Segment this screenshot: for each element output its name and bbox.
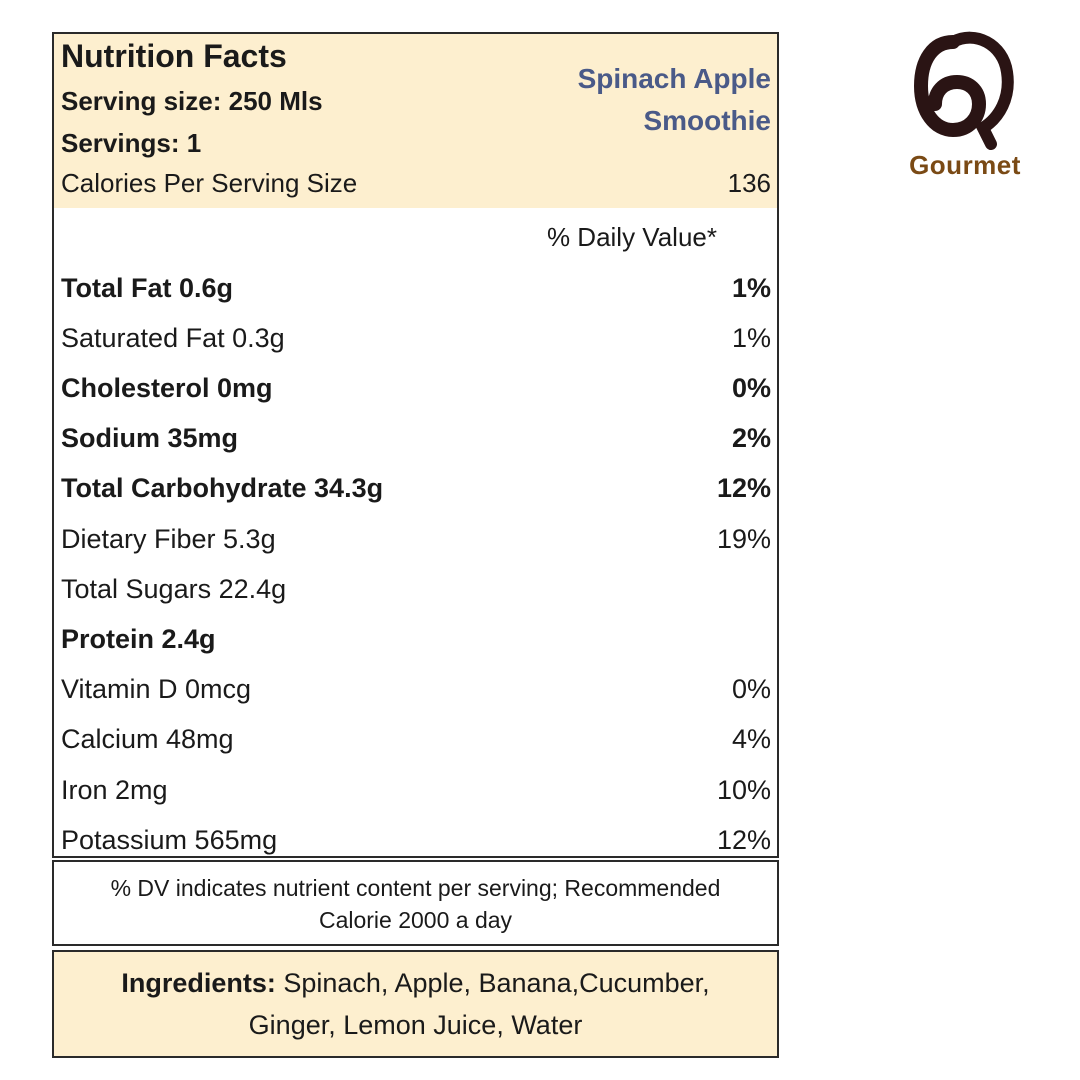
nutrient-name: Iron 2mg (61, 774, 168, 805)
calories-label: Calories Per Serving Size (61, 168, 358, 198)
nutrient-row: Total Carbohydrate 34.3g 12% (61, 469, 771, 509)
daily-value-header: % Daily Value* (546, 222, 717, 252)
nutrient-daily-value: 0% (731, 372, 771, 403)
ingredients-heading: Ingredients: (121, 968, 276, 998)
nutrient-row: Total Fat 0.6g 1% (61, 268, 771, 308)
ingredients-list-part1: Spinach, Apple, Banana,Cucumber, (275, 968, 710, 998)
header-band (54, 34, 777, 208)
nutrient-name: Sodium 35mg (61, 423, 239, 454)
nutrition-label: Nutrition Facts Serving size: 250 Mls Se… (52, 32, 779, 858)
nutrient-row: Iron 2mg 10% (61, 770, 771, 810)
label-title: Nutrition Facts (61, 38, 287, 74)
nutrient-name: Cholesterol 0mg (61, 372, 273, 403)
ingredients-line1: Ingredients: Spinach, Apple, Banana,Cucu… (68, 962, 763, 1004)
nutrient-row: Total Sugars 22.4g (61, 569, 771, 609)
nutrient-row: Cholesterol 0mg 0% (61, 368, 771, 408)
ingredients-list-part2: Ginger, Lemon Juice, Water (248, 1010, 583, 1040)
nutrient-daily-value: 1% (731, 322, 771, 353)
servings: Servings: 1 (61, 128, 202, 158)
nutrient-daily-value: 1% (731, 272, 771, 303)
nutrient-name: Vitamin D 0mcg (61, 674, 252, 705)
nutrient-row: Sodium 35mg 2% (61, 419, 771, 459)
nutrient-daily-value: 2% (731, 423, 771, 454)
nutrient-name: Protein 2.4g (61, 623, 216, 654)
nutrient-name: Total Sugars 22.4g (61, 573, 287, 604)
footnote: % DV indicates nutrient content per serv… (52, 860, 779, 946)
product-name-line2: Smoothie (643, 105, 771, 136)
brand-name: Gourmet (909, 150, 1021, 180)
ingredients-box: Ingredients: Spinach, Apple, Banana,Cucu… (52, 950, 779, 1058)
nutrient-row: Dietary Fiber 5.3g 19% (61, 519, 771, 559)
gourmet-logo-icon (913, 31, 1014, 150)
nutrient-daily-value: 10% (716, 774, 771, 805)
nutrient-daily-value: 0% (731, 674, 771, 705)
nutrient-row: Protein 2.4g (61, 619, 771, 659)
nutrient-name: Saturated Fat 0.3g (61, 322, 285, 353)
product-name-line1: Spinach Apple (577, 63, 771, 94)
nutrient-row: Saturated Fat 0.3g 1% (61, 318, 771, 358)
nutrient-name: Calcium 48mg (61, 724, 234, 755)
footnote-line2: Calorie 2000 a day (318, 907, 513, 933)
nutrient-row: Potassium 565mg 12% (61, 820, 771, 860)
nutrient-name: Potassium 565mg (61, 824, 278, 855)
nutrient-row: Calcium 48mg 4% (61, 720, 771, 760)
serving-size: Serving size: 250 Mls (61, 86, 323, 116)
footnote-line1: % DV indicates nutrient content per serv… (110, 875, 721, 901)
nutrient-name: Total Carbohydrate 34.3g (61, 473, 384, 504)
nutrient-name: Dietary Fiber 5.3g (61, 523, 276, 554)
nutrient-row: Vitamin D 0mcg 0% (61, 670, 771, 710)
calories-value: 136 (727, 168, 771, 198)
nutrient-daily-value: 4% (731, 724, 771, 755)
nutrient-daily-value: 19% (716, 523, 771, 554)
product-name: Spinach Apple Smoothie (511, 58, 771, 142)
nutrient-daily-value: 12% (716, 473, 771, 504)
nutrient-daily-value: 12% (716, 824, 771, 855)
brand-logo: Gourmet (895, 20, 1035, 190)
calories-row: Calories Per Serving Size 136 (61, 168, 771, 199)
nutrient-name: Total Fat 0.6g (61, 272, 234, 303)
